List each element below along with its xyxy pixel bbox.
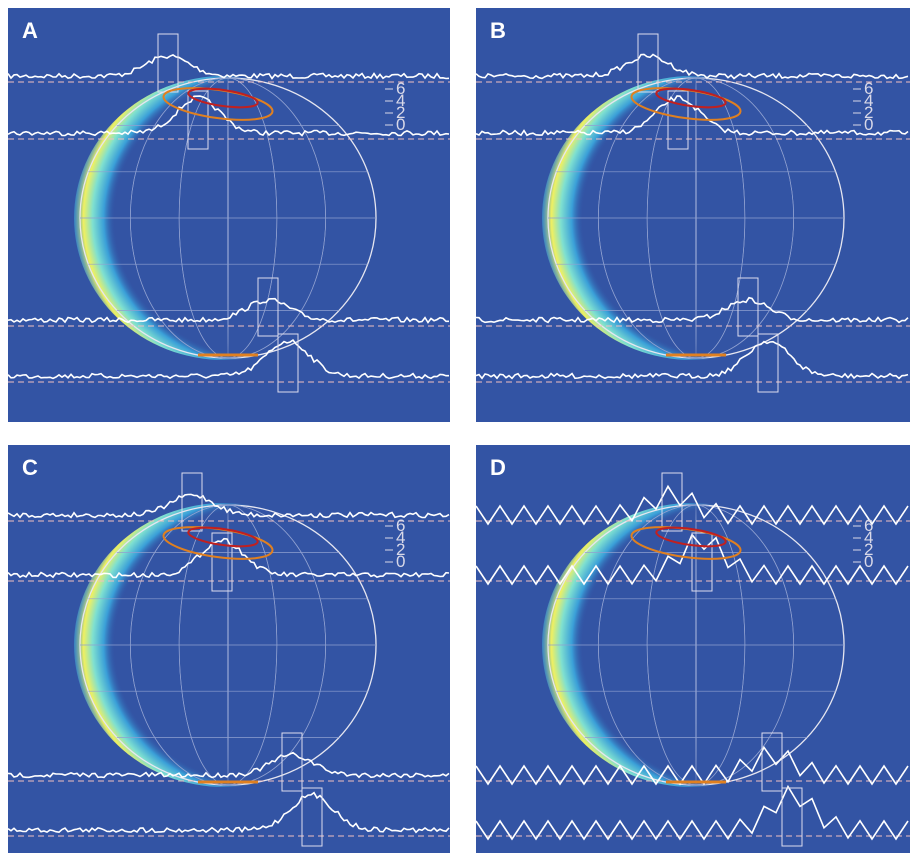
scale-label: 0 xyxy=(396,115,405,134)
panel-label: B xyxy=(490,18,506,43)
panel-label: C xyxy=(22,455,38,480)
scale-label: 0 xyxy=(864,552,873,571)
panel-label: D xyxy=(490,455,506,480)
page: A6420 B6420 C6420 D6420 (() => { const d… xyxy=(0,0,912,853)
panel-label: A xyxy=(22,18,38,43)
scale-label: 0 xyxy=(864,115,873,134)
scale-label: 0 xyxy=(396,552,405,571)
